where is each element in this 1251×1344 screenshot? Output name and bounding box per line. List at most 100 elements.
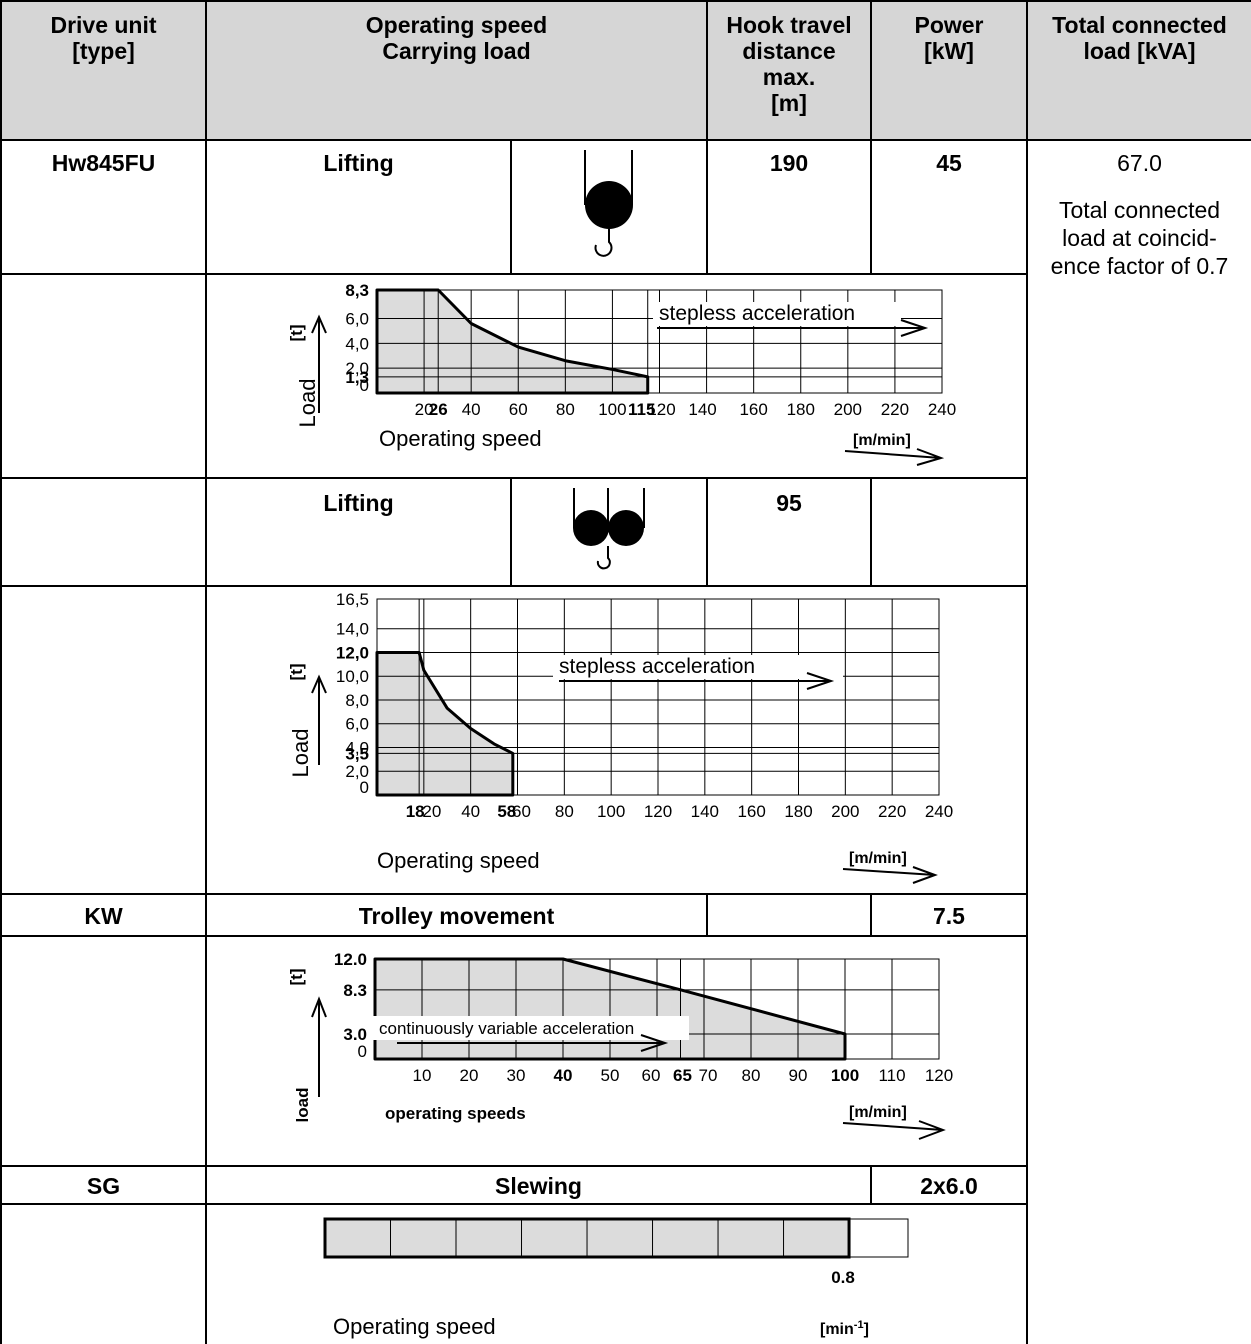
chart2-xtick-label: 40 — [461, 802, 480, 821]
chart2-xtick-label: 200 — [831, 802, 859, 821]
chart2-xtick-label: 180 — [784, 802, 812, 821]
chart1-xlabel: Operating speed — [379, 426, 542, 451]
chart2-load-curve — [375, 650, 515, 797]
chart2-ytick-label: 16,5 — [336, 590, 369, 609]
chart2-annotation-bg — [553, 655, 843, 679]
chart2-ylabel: Load — [288, 729, 313, 778]
chart1-ytick-label: 8,3 — [345, 281, 369, 300]
chart2-ytick-label: 12,0 — [336, 643, 369, 662]
chart1-xtick-label: 140 — [688, 400, 716, 419]
chart1-xtick-label: 115 — [628, 400, 655, 419]
chart4-xlabel: Operating speed — [333, 1314, 496, 1339]
chart3-xtick-label: 70 — [699, 1066, 718, 1085]
header-total-load: Total connected load [kVA] — [1052, 12, 1227, 64]
chart1-ytick-label: 0 — [360, 376, 369, 395]
chart2-ytick-label: 2,0 — [345, 762, 369, 781]
chart3-xtick-label: 90 — [789, 1066, 808, 1085]
lifting-load-chart-1: Load [t] Operating speed [m/min] 01,32,0… — [287, 281, 956, 466]
chart1-xtick-label: 120 — [647, 400, 675, 419]
chart3-annotation-arrow — [397, 1034, 669, 1052]
chart1-xtick-label: 20 — [415, 400, 434, 419]
chart2-xtick-label: 140 — [691, 802, 719, 821]
hook-travel-double-value: 95 — [776, 490, 802, 516]
lifting-label: Lifting — [323, 150, 394, 176]
chart3-xtick-label: 50 — [601, 1066, 620, 1085]
single-hook-icon — [584, 150, 633, 257]
chart3-load-curve — [373, 957, 847, 1061]
chart1-xtick-label: 220 — [881, 400, 909, 419]
trolley-movement-label: Trolley movement — [358, 903, 555, 929]
chart2-xtick-label: 220 — [878, 802, 906, 821]
power-value: 45 — [936, 150, 962, 176]
chart3-ytick-label: 12.0 — [334, 950, 367, 969]
chart2-ytick-label: 4,0 — [345, 738, 369, 757]
chart1-yunit: [t] — [287, 325, 306, 342]
chart1-xunit: [m/min] — [853, 432, 911, 449]
chart1-load-area — [377, 290, 648, 393]
chart3-ytick-label: 0 — [358, 1042, 367, 1061]
slewing-speed-chart: Operating speed [min-1] 0.8 — [323, 1217, 909, 1339]
header-power: Power [kW] — [914, 12, 984, 64]
drive-type-kw: KW — [84, 903, 123, 929]
chart2-ytick-label: 8,0 — [345, 691, 369, 710]
chart3-ylabel: load — [293, 1088, 312, 1123]
chart2-ytick-label: 6,0 — [345, 715, 369, 734]
chart2-xtick-label: 100 — [597, 802, 625, 821]
trolley-load-chart: load [t] operating speeds [m/min] 03.0 8.… — [287, 950, 953, 1140]
chart3-xtick-label: 10 — [413, 1066, 432, 1085]
chart1-load-curve — [375, 288, 650, 395]
chart2-xtick-label: 160 — [737, 802, 765, 821]
chart2-xtick-label: 18 — [406, 802, 425, 821]
header-drive-unit: Drive unit [type] — [50, 12, 157, 64]
chart1-ylabel: Load — [295, 379, 320, 428]
chart1-xtick-label: 200 — [834, 400, 862, 419]
chart2-xtick-label: 120 — [644, 802, 672, 821]
chart2-xtick-label: 80 — [555, 802, 574, 821]
chart1-annotation-arrow — [657, 319, 929, 337]
chart2-xtick-label: 58 — [497, 802, 516, 821]
chart2-xtick-label: 60 — [512, 802, 531, 821]
chart1-annotation-bg — [653, 302, 901, 326]
chart3-xtick-label: 40 — [554, 1066, 573, 1085]
chart2-ytick-label: 0 — [360, 778, 369, 797]
chart2-xunit: [m/min] — [849, 850, 907, 867]
chart1-xtick-label: 180 — [787, 400, 815, 419]
double-hook-icon — [573, 488, 645, 570]
chart2-annotation-arrow — [559, 672, 835, 690]
total-load-note: Total connected load at coincid-ence fact… — [1050, 197, 1229, 279]
chart2-xlabel: Operating speed — [377, 848, 540, 873]
chart3-ytick-label: 3.0 — [343, 1025, 367, 1044]
chart3-xtick-label: 30 — [507, 1066, 526, 1085]
chart3-xtick-label: 80 — [742, 1066, 761, 1085]
chart3-yunit: [t] — [287, 969, 306, 986]
chart2-xtick-label: 20 — [422, 802, 441, 821]
chart2-xtick-label: 240 — [925, 802, 953, 821]
chart2-annotation: stepless acceleration — [559, 655, 755, 678]
chart1-xtick-label: 26 — [429, 400, 448, 419]
chart1-xtick-label: 240 — [928, 400, 956, 419]
chart1-xtick-label: 60 — [509, 400, 528, 419]
chart2-ytick-label: 3,5 — [345, 744, 369, 763]
total-load-value: 67.0 — [1117, 150, 1162, 176]
chart4-value-label: 0.8 — [831, 1268, 855, 1287]
hook-travel-value: 190 — [769, 150, 809, 176]
chart1-xtick-label: 100 — [598, 400, 626, 419]
chart2-ytick-label: 14,0 — [336, 620, 369, 639]
chart3-xlabel: operating speeds — [385, 1104, 526, 1123]
chart3-xtick-label: 20 — [460, 1066, 479, 1085]
chart1-annotation: stepless acceleration — [659, 302, 855, 325]
chart1-xtick-label: 80 — [556, 400, 575, 419]
chart3-xtick-label: 65 — [673, 1066, 692, 1085]
slewing-label: Slewing — [495, 1173, 582, 1199]
chart3-xtick-label: 120 — [925, 1066, 953, 1085]
chart1-ytick-label: 2,0 — [345, 359, 369, 378]
chart3-xtick-label: 60 — [642, 1066, 661, 1085]
trolley-power-value: 7.5 — [933, 903, 965, 929]
chart3-annotation-bg — [373, 1016, 689, 1040]
chart2-x-arrow — [842, 866, 938, 884]
drive-type-sg: SG — [86, 1173, 121, 1199]
chart1-ytick-label: 1,3 — [345, 368, 369, 387]
chart4-xunit: [min-1] — [820, 1319, 869, 1338]
chart1-xtick-label: 40 — [462, 400, 481, 419]
slewing-power-value: 2x6.0 — [920, 1173, 978, 1199]
